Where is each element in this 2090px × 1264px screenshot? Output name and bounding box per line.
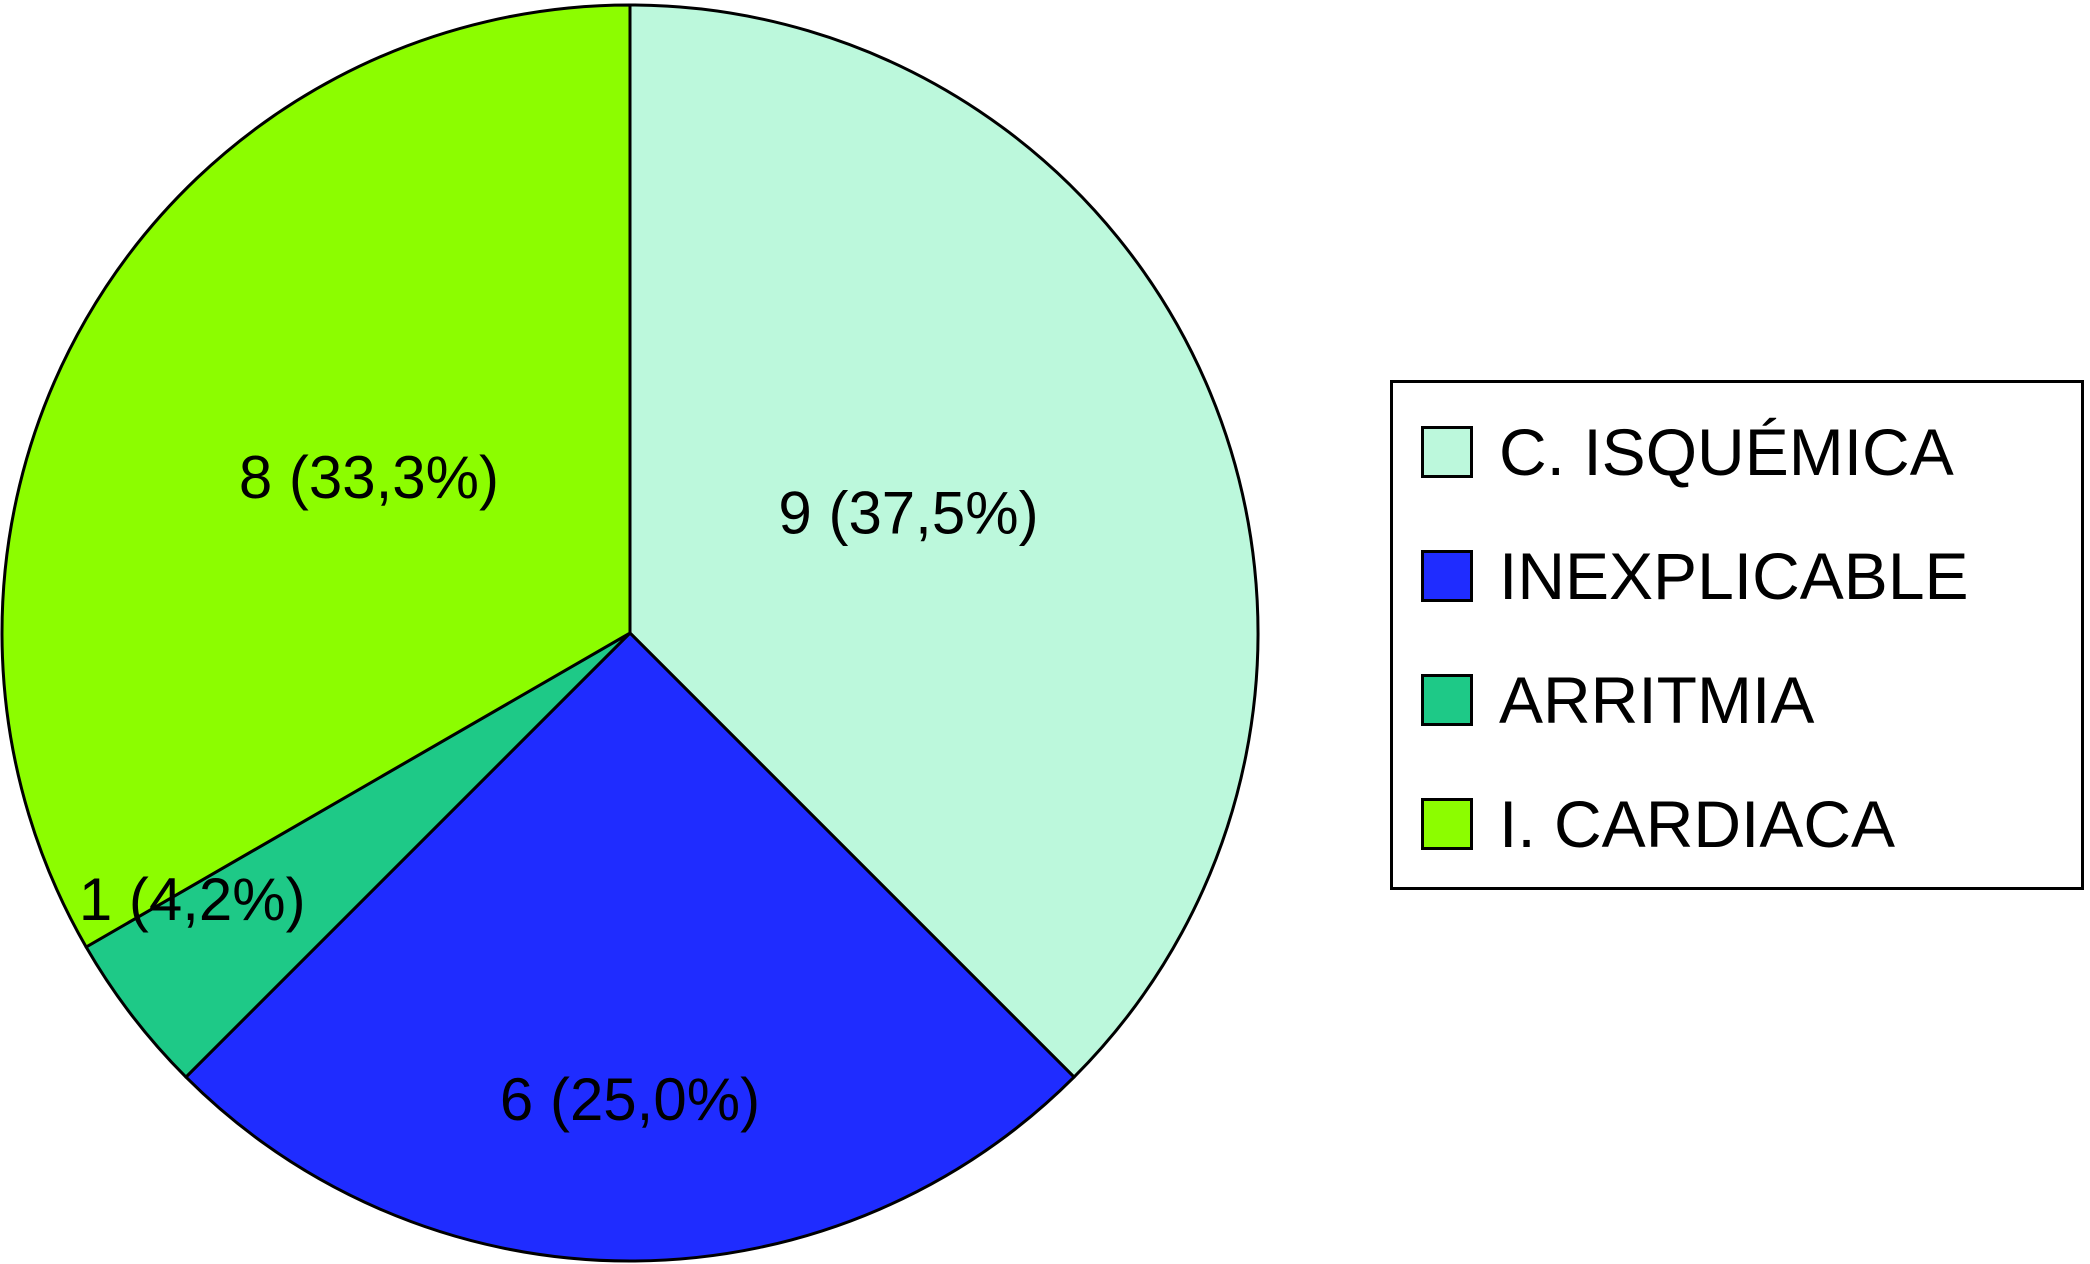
chart-legend: C. ISQUÉMICA INEXPLICABLE ARRITMIA I. CA… [1390,380,2084,890]
pie-slice-label-2: 6 (25,0%) [500,1066,760,1133]
legend-label-arritmia: ARRITMIA [1499,663,1815,737]
pie-slice-i-cardiaca [0,3,632,949]
pie-slices [0,3,1260,1263]
pie-slice-label-1: 9 (37,5%) [778,479,1038,546]
legend-item-inexplicable: INEXPLICABLE [1421,543,1969,609]
pie-slice-inexplicable [184,631,1076,1263]
legend-swatch-i-cardiaca [1421,798,1473,850]
pie-chart: 9 (37,5%) 6 (25,0%) 1 (4,2%) 8 (33,3%) [0,3,1260,1263]
legend-swatch-arritmia [1421,674,1473,726]
pie-slice-labels: 9 (37,5%) 6 (25,0%) 1 (4,2%) 8 (33,3%) [79,444,1039,1133]
legend-label-c-isquemica: C. ISQUÉMICA [1499,415,1954,489]
legend-item-arritmia: ARRITMIA [1421,667,1814,733]
pie-slice-label-3: 1 (4,2%) [79,866,306,933]
legend-item-c-isquemica: C. ISQUÉMICA [1421,419,1954,485]
legend-swatch-c-isquemica [1421,426,1473,478]
legend-swatch-inexplicable [1421,550,1473,602]
legend-label-inexplicable: INEXPLICABLE [1499,539,1969,613]
legend-item-i-cardiaca: I. CARDIACA [1421,791,1895,857]
pie-slice-label-4: 8 (33,3%) [239,444,499,511]
pie-slice-c-isqu-mica [628,3,1260,1079]
legend-label-i-cardiaca: I. CARDIACA [1499,787,1896,861]
